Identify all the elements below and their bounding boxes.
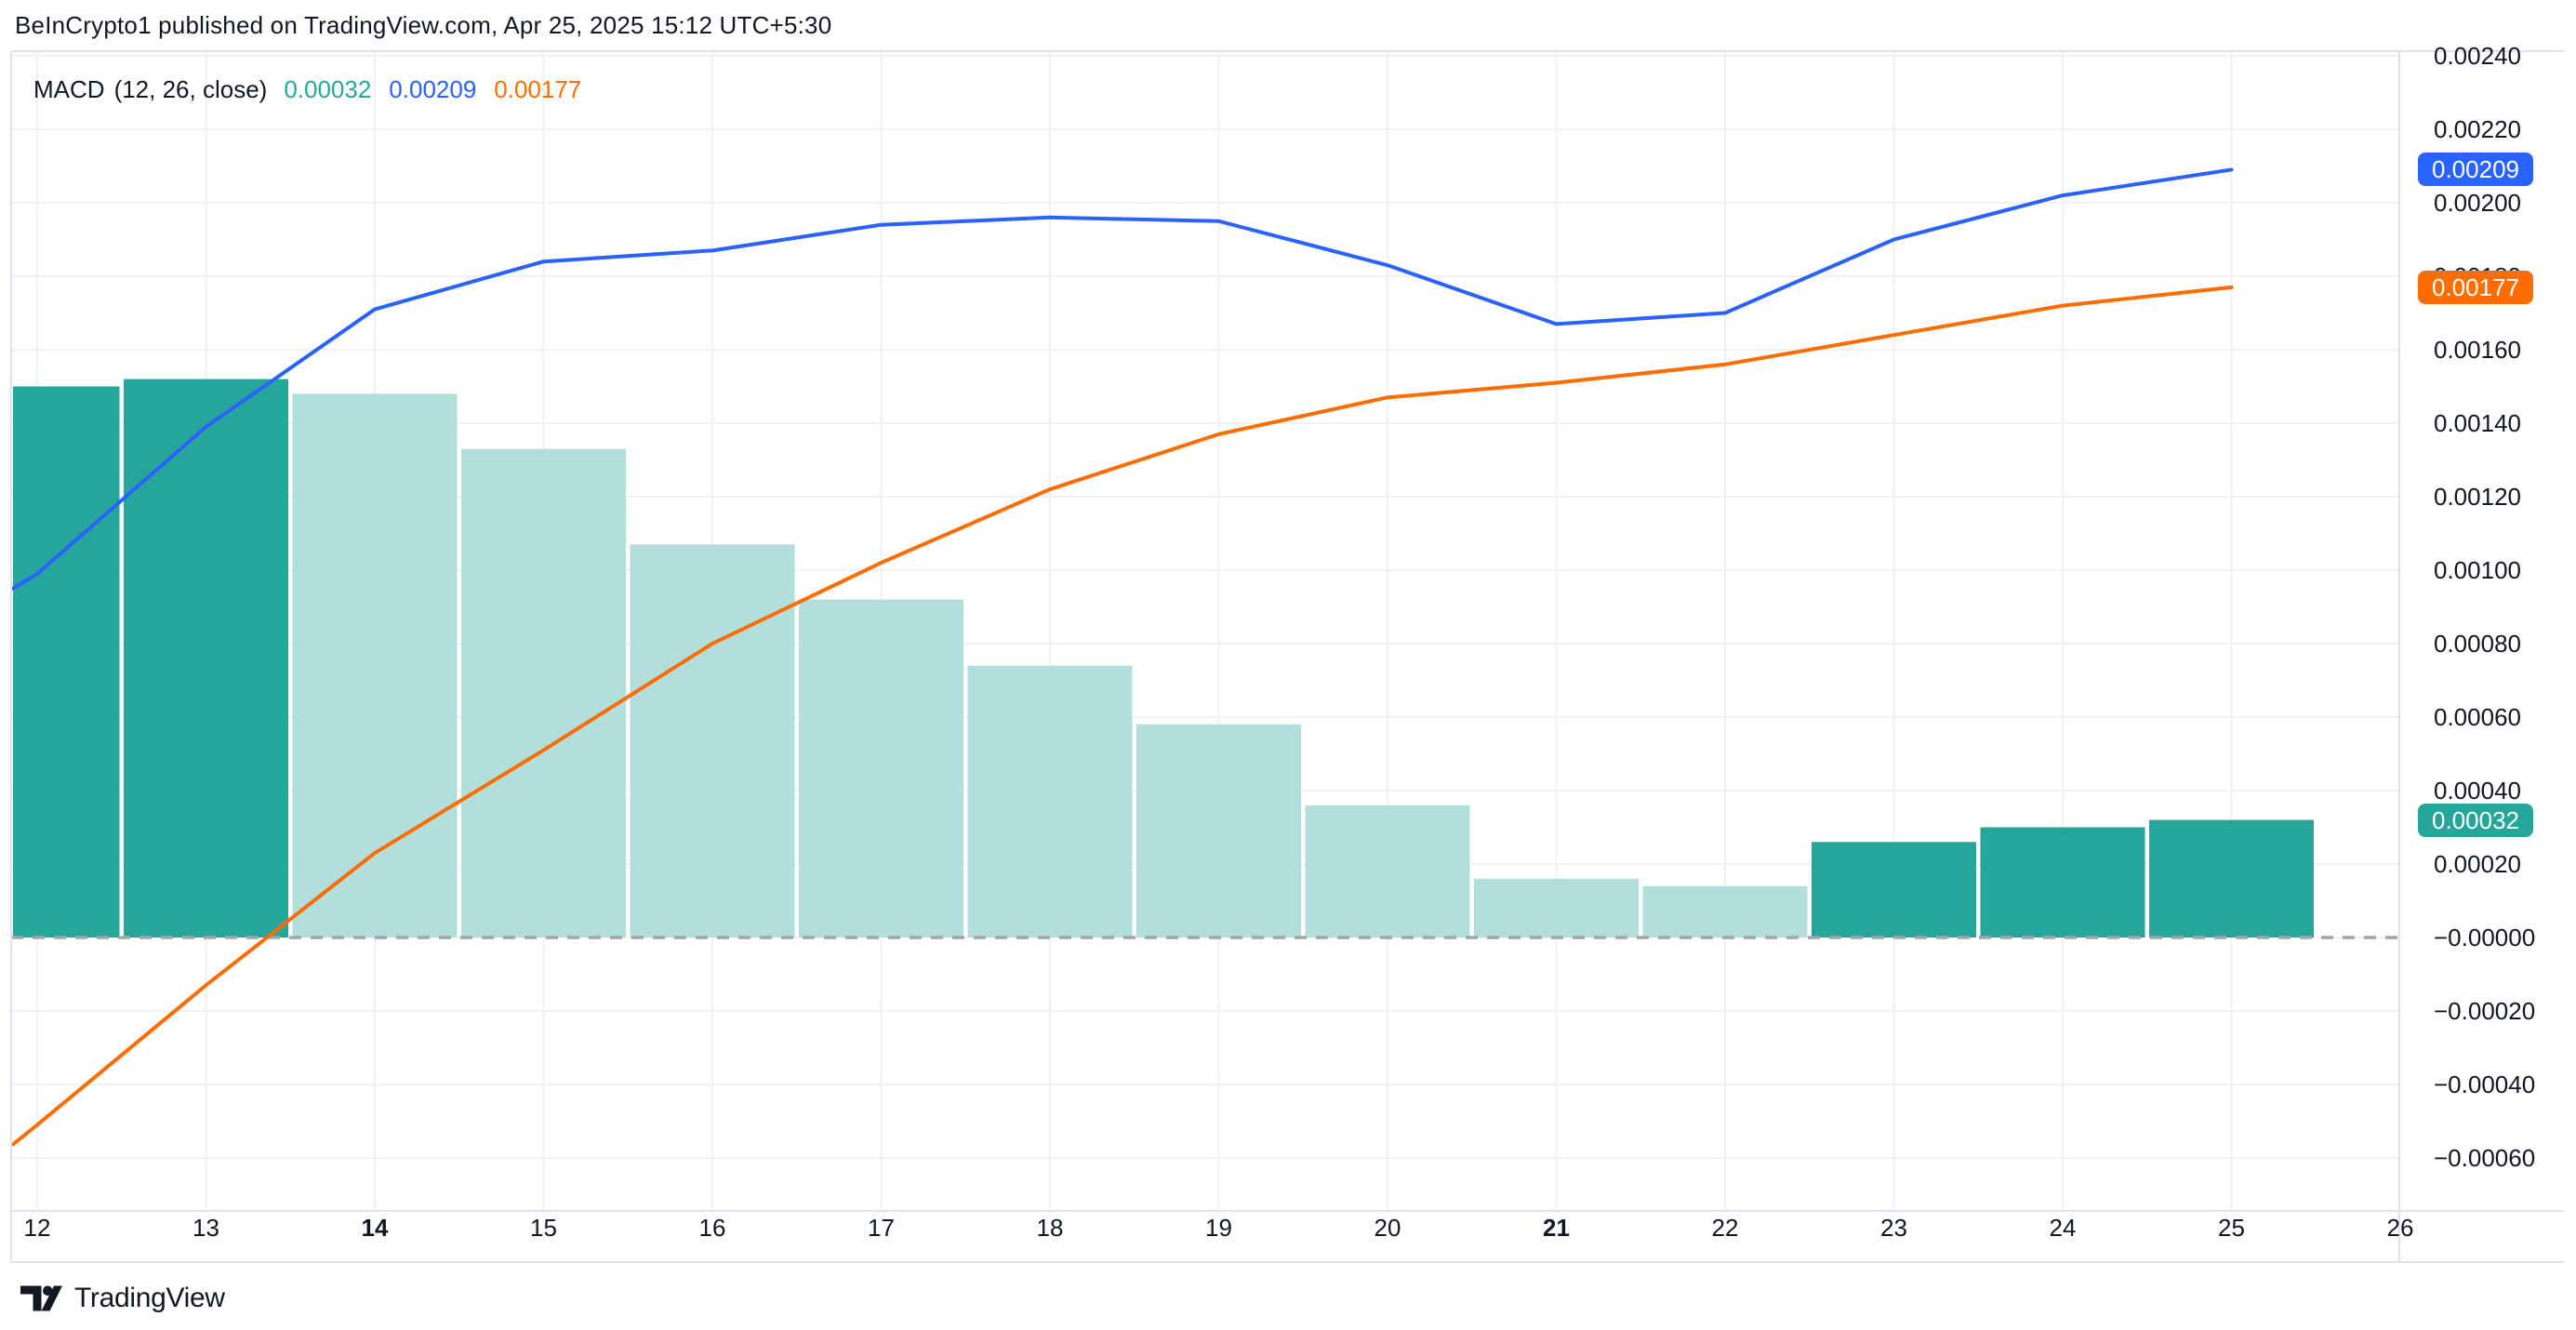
legend-indicator-params: (12, 26, close): [113, 74, 268, 103]
histogram-bar-15[interactable]: [461, 448, 626, 938]
legend-signal-value: 0.00177: [494, 74, 582, 103]
macd-line[interactable]: [11, 167, 2234, 591]
histogram-bar-23[interactable]: [1812, 842, 1976, 938]
histogram-bar-17[interactable]: [799, 599, 963, 938]
legend-indicator-title: MACD: [33, 74, 105, 103]
histogram-bar-25[interactable]: [2149, 819, 2314, 938]
publisher-attribution: BeInCrypto1 published on TradingView.com…: [15, 11, 832, 39]
histogram-bar-13[interactable]: [124, 379, 288, 938]
legend-macd-value: 0.00209: [389, 74, 477, 103]
legend-histogram-value: 0.00032: [284, 74, 372, 103]
histogram-bar-12[interactable]: [13, 386, 120, 938]
histogram-bar-18[interactable]: [967, 665, 1133, 938]
tradingview-logo-icon[interactable]: [20, 1285, 62, 1311]
histogram-bar-16[interactable]: [630, 544, 795, 938]
histogram-bar-24[interactable]: [1980, 827, 2145, 938]
tradingview-brand-text[interactable]: TradingView: [74, 1283, 225, 1313]
histogram-bar-20[interactable]: [1305, 805, 1470, 938]
indicator-legend[interactable]: MACD (12, 26, close) 0.00032 0.00209 0.0…: [33, 73, 599, 106]
histogram-bar-22[interactable]: [1642, 885, 1808, 938]
histogram-bar-19[interactable]: [1136, 724, 1301, 938]
signal-line[interactable]: [11, 285, 2234, 1147]
histogram-bar-14[interactable]: [292, 393, 458, 938]
footer-branding: TradingView: [20, 1280, 225, 1317]
histogram-bar-21[interactable]: [1474, 878, 1639, 938]
